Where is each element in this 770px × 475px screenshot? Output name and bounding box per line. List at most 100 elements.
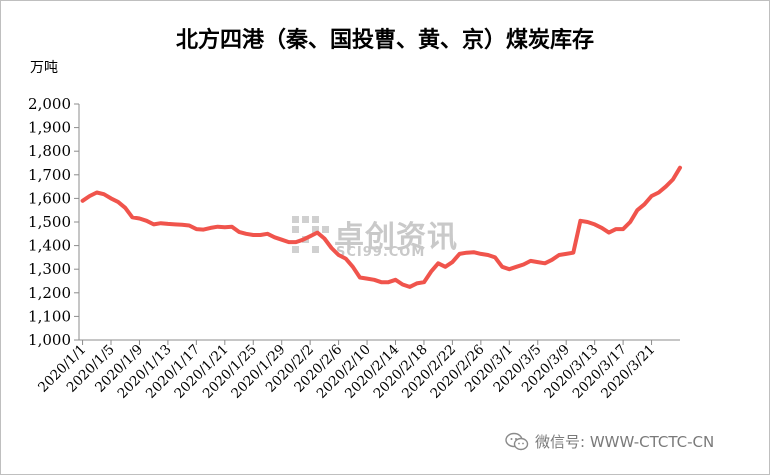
data-point xyxy=(309,235,311,237)
data-point xyxy=(672,179,674,180)
data-point xyxy=(515,266,517,268)
data-point xyxy=(665,186,667,188)
data-point xyxy=(82,200,84,202)
data-point xyxy=(352,266,354,268)
data-point xyxy=(494,256,496,258)
data-point xyxy=(359,277,361,278)
data-point xyxy=(281,239,283,241)
data-point xyxy=(636,209,638,211)
series-layer xyxy=(80,165,682,289)
data-point xyxy=(274,236,276,238)
data-point xyxy=(551,259,553,261)
data-point xyxy=(558,254,560,256)
data-point xyxy=(473,251,475,253)
data-point xyxy=(331,247,332,249)
data-point xyxy=(245,233,247,235)
data-point xyxy=(96,192,98,193)
wechat-icon xyxy=(505,432,529,450)
data-point xyxy=(480,253,482,255)
data-point xyxy=(124,207,126,209)
data-point xyxy=(295,241,297,243)
data-point xyxy=(643,203,645,205)
data-point xyxy=(203,229,204,231)
data-point xyxy=(423,281,425,283)
data-point xyxy=(195,228,197,230)
wechat-tag: 微信号: WWW-CTCTC-CN xyxy=(505,431,714,452)
data-point xyxy=(487,254,489,256)
data-point xyxy=(459,253,460,255)
y-axis-ticks: 1,000 1,100 1,200 1,300 1,400 1,500 1,600 1,700… xyxy=(28,95,79,349)
y-tick-label: 1,700 xyxy=(28,166,71,184)
data-point xyxy=(167,223,169,225)
data-point xyxy=(608,232,610,234)
data-point xyxy=(466,252,468,254)
data-point xyxy=(338,254,340,256)
data-point xyxy=(345,258,347,260)
data-point xyxy=(302,239,304,241)
series-line xyxy=(80,165,682,289)
data-point xyxy=(615,228,617,230)
y-tick-label: 1,000 xyxy=(28,331,71,349)
data-point xyxy=(224,226,226,228)
data-point xyxy=(103,193,105,195)
y-tick-label: 1,300 xyxy=(28,260,71,278)
wechat-id-text: 微信号: WWW-CTCTC-CN xyxy=(535,433,715,451)
data-point xyxy=(323,238,325,239)
data-point xyxy=(231,226,233,228)
data-point xyxy=(153,223,155,225)
data-point xyxy=(544,262,546,264)
watermark-text: 卓创资讯 xyxy=(334,220,458,255)
data-point xyxy=(387,281,389,283)
data-point xyxy=(316,232,318,234)
data-point xyxy=(259,234,261,236)
data-point xyxy=(380,281,382,283)
data-point xyxy=(181,224,183,226)
y-tick-label: 1,900 xyxy=(28,119,71,137)
x-axis-ticks: 2020/1/12020/1/52020/1/92020/1/132020/1/… xyxy=(35,340,658,402)
data-point xyxy=(579,220,581,222)
data-point xyxy=(117,201,119,203)
data-point xyxy=(651,195,653,197)
y-tick-label: 1,100 xyxy=(28,307,71,325)
data-point xyxy=(679,167,681,169)
data-point xyxy=(437,262,439,264)
data-point xyxy=(572,252,574,254)
y-tick-label: 2,000 xyxy=(28,95,71,113)
data-point xyxy=(252,234,254,236)
data-point xyxy=(587,221,588,223)
y-tick-label: 1,800 xyxy=(28,142,71,160)
watermark-subtext: SCI99.COM xyxy=(336,245,426,260)
data-point xyxy=(622,228,624,230)
data-point xyxy=(395,279,396,281)
y-tick-label: 1,200 xyxy=(28,284,71,302)
data-point xyxy=(217,226,219,228)
data-point xyxy=(530,260,532,262)
data-point xyxy=(565,253,567,255)
data-point xyxy=(89,195,91,197)
data-point xyxy=(267,233,268,235)
data-point xyxy=(594,223,596,225)
data-point xyxy=(288,241,290,243)
data-point xyxy=(139,218,140,219)
data-point xyxy=(160,222,162,224)
data-point xyxy=(444,266,446,268)
data-point xyxy=(537,261,539,263)
data-point xyxy=(501,266,503,268)
data-point xyxy=(174,223,176,225)
data-point xyxy=(430,271,432,273)
chart-title: 北方四港（秦、国投曹、黄、京）煤炭库存 xyxy=(175,27,594,53)
y-axis-unit-label: 万吨 xyxy=(30,60,58,76)
data-point xyxy=(508,268,510,270)
data-point xyxy=(110,197,112,199)
y-tick-label: 1,500 xyxy=(28,213,71,231)
data-point xyxy=(629,221,631,223)
data-point xyxy=(210,227,212,229)
data-point xyxy=(402,284,404,285)
y-tick-label: 1,600 xyxy=(28,189,71,207)
data-point xyxy=(131,216,133,218)
data-point xyxy=(146,220,148,222)
data-point xyxy=(373,279,375,281)
data-point xyxy=(416,282,418,284)
data-point xyxy=(601,227,603,229)
